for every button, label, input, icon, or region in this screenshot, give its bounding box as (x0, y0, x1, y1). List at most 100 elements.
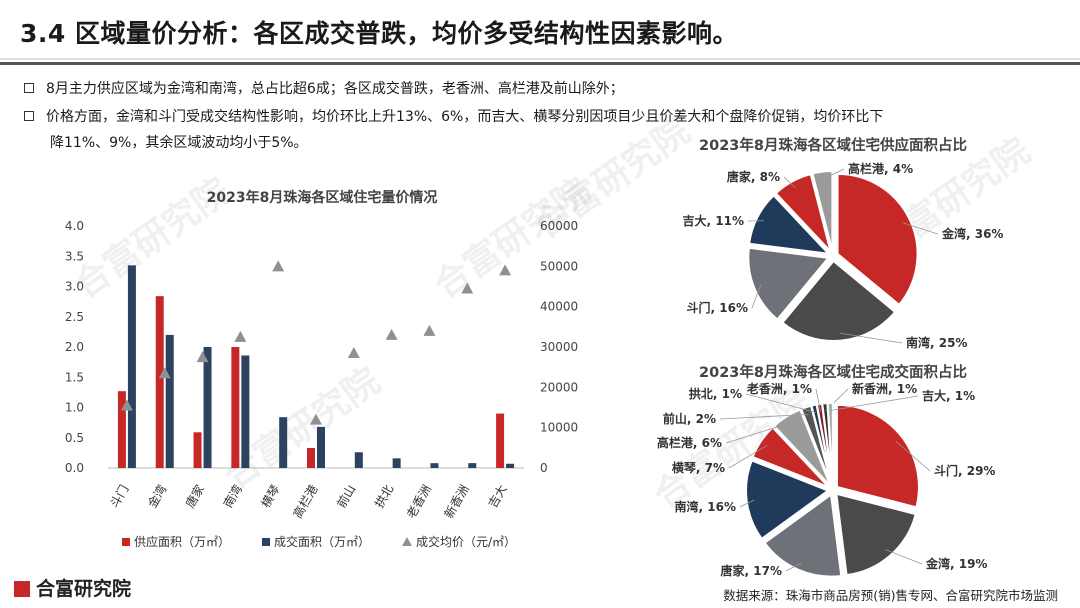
y-left-tick-label: 1.0 (65, 401, 84, 415)
price-marker (120, 399, 133, 411)
transaction-bar (506, 463, 515, 468)
pie-label: 斗门, 29% (934, 463, 995, 478)
price-marker (385, 328, 398, 340)
pie-label: 拱北, 1% (689, 386, 742, 401)
pie-leader-line (825, 388, 849, 412)
pie-label: 吉大, 11% (683, 213, 744, 228)
x-tick-label: 斗门 (107, 482, 132, 510)
y-left-tick-label: 1.5 (65, 370, 84, 384)
pie-slice (747, 246, 831, 321)
x-tick-label: 前山 (333, 482, 358, 510)
price-marker (423, 324, 436, 336)
bullet-2: 价格方面，金湾和斗门受成交结构性影响，均价环比上升13%、6%，而吉大、横琴分别… (24, 104, 1044, 156)
bar-chart-title: 2023年8月珠海各区域住宅量价情况 (207, 189, 438, 206)
data-source: 数据来源：珠海市商品房预(销)售专网、合富研究院市场监测 (723, 588, 1058, 603)
pie-title: 2023年8月珠海各区域住宅成交面积占比 (699, 363, 967, 381)
transaction-bar (468, 463, 477, 468)
pie-leader-line (785, 562, 802, 572)
x-tick-label: 高栏港 (290, 482, 321, 521)
y-left-tick-label: 4.0 (65, 219, 84, 233)
y-left-tick-label: 0.0 (65, 461, 84, 475)
logo-mark-icon (14, 581, 30, 597)
pie-slice (763, 492, 843, 578)
x-tick-label: 吉大 (486, 483, 510, 511)
watermark: 合富研究院 (66, 170, 238, 308)
x-tick-label: 拱北 (372, 483, 396, 511)
square-bullet-icon (24, 83, 34, 93)
title-divider-thick (0, 62, 1080, 65)
bullet-2-text: 价格方面，金湾和斗门受成交结构性影响，均价环比上升13%、6%，而吉大、横琴分别… (46, 109, 884, 125)
square-bullet-icon (24, 111, 34, 121)
transaction-bar (430, 463, 439, 468)
pie-label: 金湾, 36% (941, 226, 1003, 241)
supply-bar (496, 413, 505, 468)
legend-swatch-supply (122, 538, 130, 546)
pie-slice (815, 402, 834, 486)
x-tick-label: 金湾 (144, 482, 169, 510)
legend-marker-price (402, 537, 412, 546)
legend-label-supply: 供应面积（万㎡） (134, 534, 230, 549)
x-tick-label: 老香洲 (404, 483, 434, 521)
transaction-bar (127, 265, 136, 468)
y-right-tick-label: 20000 (540, 380, 578, 394)
pie-label: 唐家, 8% (727, 169, 780, 184)
pie-label: 新香洲, 1% (852, 381, 917, 396)
supply-bar (117, 391, 126, 468)
legend-swatch-transaction (262, 538, 270, 546)
pie-label: 前山, 2% (663, 411, 716, 426)
transaction-bar (203, 347, 212, 468)
y-left-tick-label: 2.5 (65, 310, 84, 324)
price-marker (234, 330, 247, 342)
title-divider-thin (0, 58, 1080, 60)
pie-slice (826, 402, 834, 486)
pie-slice (748, 193, 832, 256)
pie-slice (821, 402, 834, 486)
x-tick-label: 唐家 (182, 482, 207, 510)
transaction-bar (392, 458, 401, 468)
y-right-tick-label: 30000 (540, 340, 578, 354)
pie-slice (811, 170, 834, 252)
page-title: 3.4 区域量价分析：各区成交普跌，均价多受结构性因素影响。 (20, 19, 738, 48)
watermark: 合富研究院 (646, 380, 818, 518)
bullet-1: 8月主力供应区域为金湾和南湾，总占比超6成；各区成交普跌，老香洲、高栏港及前山除… (24, 76, 1044, 102)
x-tick-label: 横琴 (259, 483, 283, 511)
pie-label: 南湾, 25% (906, 335, 967, 350)
y-left-tick-label: 2.0 (65, 340, 84, 354)
pie-label: 唐家, 17% (721, 563, 782, 578)
transaction-bar (165, 334, 174, 468)
supply-bar (193, 432, 202, 468)
pie-label: 斗门, 16% (687, 300, 748, 315)
pie-label: 高栏港, 4% (848, 161, 913, 176)
y-right-tick-label: 10000 (540, 421, 578, 435)
pie-leader-line (823, 168, 845, 180)
pie-leader-line (895, 440, 931, 472)
legend-label-price: 成交均价（元/㎡） (416, 534, 516, 549)
price-marker (272, 260, 285, 272)
pie-slice (835, 492, 917, 577)
logo-text: 合富研究院 (36, 578, 132, 600)
pie-leader-line (815, 388, 821, 412)
price-marker (196, 351, 209, 363)
bullet-2-continuation: 降11%、9%，其余区域波动均小于5%。 (50, 135, 308, 151)
x-tick-label: 新香洲 (441, 482, 472, 521)
pie-leader-line (751, 284, 762, 309)
company-logo: 合富研究院 (14, 574, 131, 601)
pie-slice (835, 403, 920, 509)
pie-leader-line (885, 549, 923, 565)
pie-leader-line (739, 499, 755, 508)
legend-label-transaction: 成交面积（万㎡） (274, 534, 370, 549)
pie-slice (774, 172, 832, 253)
y-right-tick-label: 0 (540, 461, 548, 475)
pie-label: 吉大, 1% (922, 388, 975, 403)
y-right-tick-label: 40000 (540, 300, 578, 314)
y-left-tick-label: 0.5 (65, 431, 84, 445)
y-right-tick-label: 50000 (540, 259, 578, 273)
supply-bar (155, 296, 164, 468)
pie-slice (781, 259, 897, 342)
transaction-bar (354, 452, 363, 468)
watermark: 合富研究院 (216, 360, 388, 498)
pie-label: 金湾, 19% (925, 556, 987, 571)
pie-leader-line (830, 395, 919, 411)
pie-slice (745, 459, 831, 541)
bullet-1-text: 8月主力供应区域为金湾和南湾，总占比超6成；各区成交普跌，老香洲、高栏港及前山除… (46, 81, 624, 97)
